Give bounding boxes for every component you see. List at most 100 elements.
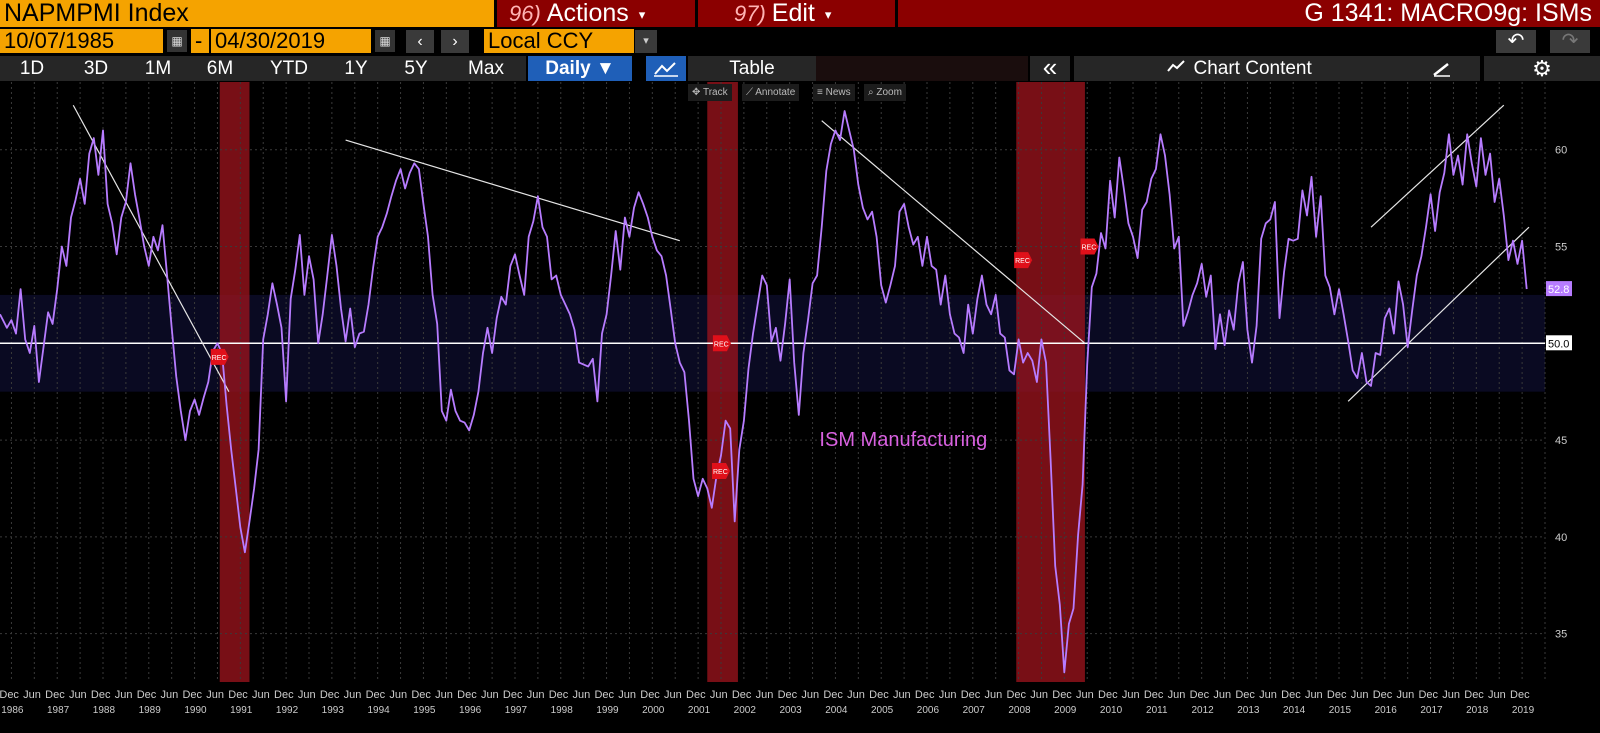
calendar-icon[interactable]: ▦ <box>167 30 187 52</box>
chart-content-icon <box>1166 58 1193 79</box>
prev-arrow-icon[interactable]: ‹ <box>406 30 434 53</box>
last-value-label: 52.8 <box>1548 284 1569 296</box>
ism-series-line <box>0 110 1528 674</box>
x-month-label: Jun <box>847 689 865 701</box>
recession-marker[interactable]: REC <box>210 348 229 365</box>
x-year-label: 1993 <box>322 705 345 716</box>
period-1m[interactable]: 1M <box>128 56 188 81</box>
chart-content-button[interactable]: Chart Content <box>1074 56 1404 81</box>
x-year-label: 1995 <box>413 705 436 716</box>
y-tick-label: 35 <box>1555 629 1567 641</box>
x-month-label: Dec <box>915 689 935 701</box>
recession-marker[interactable]: REC <box>712 463 730 480</box>
ticker-field[interactable]: NAPMPMI Index <box>0 0 494 27</box>
x-year-label: 1997 <box>505 705 528 716</box>
x-month-label: Jun <box>161 689 179 701</box>
table-button[interactable]: Table <box>688 56 816 81</box>
recession-marker[interactable]: REC <box>712 335 731 352</box>
recession-marker-shape <box>712 335 731 352</box>
track-control[interactable]: ✥ Track <box>688 84 732 101</box>
recession-marker-shape <box>1080 238 1099 255</box>
x-month-label: Dec <box>1510 689 1530 701</box>
x-month-label: Jun <box>206 689 224 701</box>
x-month-label: Jun <box>115 689 133 701</box>
x-year-label: 1989 <box>139 705 162 716</box>
x-month-label: Jun <box>1030 689 1048 701</box>
toolbar: 1D 3D 1M 6M YTD 1Y 5Y Max Daily ▼ Table … <box>0 54 1600 82</box>
news-label: News <box>825 87 851 98</box>
reference-value-label: 50.0 <box>1548 338 1569 350</box>
x-year-label: 2005 <box>871 705 894 716</box>
zoom-control[interactable]: ⌕ Zoom <box>864 84 906 101</box>
recession-marker[interactable]: REC <box>1080 238 1099 255</box>
period-6m[interactable]: 6M <box>188 56 252 81</box>
next-arrow-icon[interactable]: › <box>441 30 469 53</box>
news-control[interactable]: ≡ News <box>813 84 855 101</box>
recession-marker-label: REC <box>713 469 728 476</box>
recession-band <box>1016 82 1085 682</box>
x-month-label: Dec <box>366 689 386 701</box>
period-3d[interactable]: 3D <box>64 56 128 81</box>
chart-identifier: G 1341: MACRO9g: ISMs <box>898 0 1600 27</box>
y-tick-label: 60 <box>1555 145 1567 157</box>
annotate-control[interactable]: ⟋ Annotate <box>742 84 800 101</box>
period-5y[interactable]: 5Y <box>386 56 446 81</box>
x-month-label: Dec <box>457 689 477 701</box>
x-month-label: Dec <box>411 689 431 701</box>
currency-select[interactable]: Local CCY <box>484 29 634 53</box>
recession-marker-shape <box>1014 252 1033 269</box>
x-month-label: Jun <box>435 689 453 701</box>
line-chart-icon[interactable] <box>646 56 686 81</box>
chevron-down-icon[interactable]: ▾ <box>635 30 657 53</box>
calendar-icon[interactable]: ▦ <box>375 30 395 52</box>
toolbar-spacer <box>816 56 1028 81</box>
trendline <box>1370 104 1505 228</box>
x-month-label: Jun <box>23 689 41 701</box>
x-year-label: 2011 <box>1146 705 1168 716</box>
x-month-label: Dec <box>1281 689 1301 701</box>
x-month-label: Jun <box>1213 689 1231 701</box>
x-year-label: 1999 <box>596 705 619 716</box>
frequency-dropdown[interactable]: Daily ▼ <box>528 56 632 81</box>
x-month-label: Dec <box>228 689 248 701</box>
x-month-label: Jun <box>939 689 957 701</box>
chevron-down-icon: ▾ <box>824 6 832 22</box>
actions-number: 96) <box>509 1 541 26</box>
ism-line-chart[interactable]: 354045505560RECRECRECRECRECRECISM Manufa… <box>0 82 1600 733</box>
chart-area[interactable]: 354045505560RECRECRECRECRECRECISM Manufa… <box>0 82 1600 733</box>
period-1d[interactable]: 1D <box>0 56 64 81</box>
x-year-label: 2003 <box>779 705 802 716</box>
x-month-label: Dec <box>1327 689 1347 701</box>
edit-button[interactable]: 97) Edit ▾ <box>698 0 895 27</box>
redo-icon[interactable]: ↷ <box>1550 30 1590 53</box>
chevron-down-icon: ▾ <box>638 6 646 22</box>
period-1y[interactable]: 1Y <box>326 56 386 81</box>
reference-value-tag <box>1546 335 1572 351</box>
end-date-field[interactable]: 04/30/2019 <box>211 29 371 53</box>
recession-marker-shape <box>712 463 730 480</box>
edit-chart-icon[interactable] <box>1404 56 1480 81</box>
x-year-label: 1990 <box>184 705 207 716</box>
x-month-label: Jun <box>801 689 819 701</box>
x-month-label: Dec <box>274 689 294 701</box>
period-ytd[interactable]: YTD <box>252 56 326 81</box>
undo-icon[interactable]: ↶ <box>1496 30 1536 53</box>
actions-button[interactable]: 96) Actions ▾ <box>497 0 695 27</box>
x-year-label: 1998 <box>551 705 574 716</box>
recession-marker-label: REC <box>714 341 729 348</box>
x-year-label: 2019 <box>1512 705 1535 716</box>
x-month-label: Dec <box>1373 689 1393 701</box>
x-year-label: 1992 <box>276 705 299 716</box>
x-year-label: 2014 <box>1283 705 1306 716</box>
x-month-label: Jun <box>893 689 911 701</box>
annotate-label: Annotate <box>755 87 796 98</box>
x-year-label: 1986 <box>1 705 24 716</box>
y-tick-label: 40 <box>1555 532 1567 544</box>
recession-marker[interactable]: REC <box>1014 252 1033 269</box>
settings-gear-icon[interactable]: ⚙ <box>1484 56 1600 81</box>
edit-label: Edit <box>771 0 815 27</box>
start-date-field[interactable]: 10/07/1985 <box>0 29 163 53</box>
date-range-bar: 10/07/1985 ▦ - 04/30/2019 ▦ ‹ › Local CC… <box>0 29 1600 54</box>
period-max[interactable]: Max <box>446 56 526 81</box>
collapse-icon[interactable]: « <box>1030 54 1070 81</box>
